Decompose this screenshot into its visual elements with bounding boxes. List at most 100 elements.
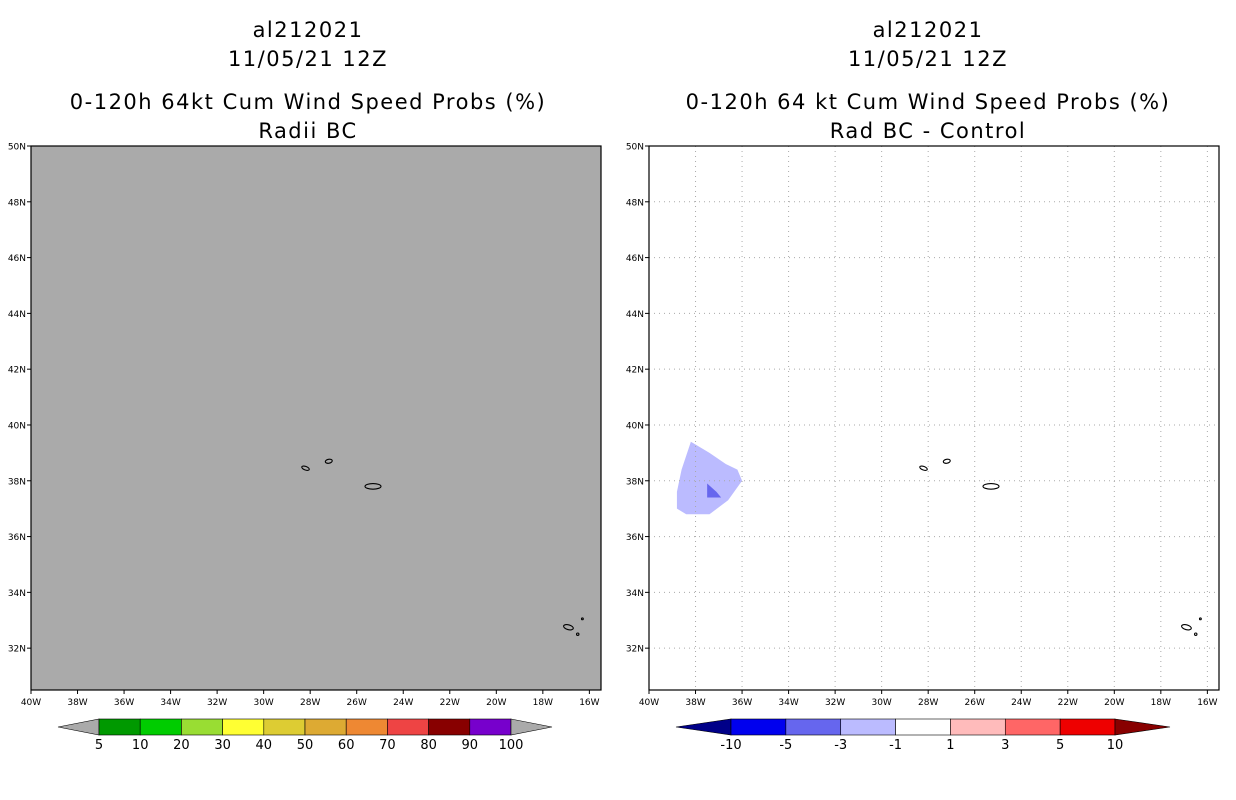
left-lon-label: 28W: [300, 698, 320, 708]
left-colorbar-label: 90: [462, 738, 479, 753]
left-colorbar-label: 100: [499, 738, 524, 753]
right-colorbar-label: 5: [1056, 738, 1064, 753]
right-prob-diff-outer: [676, 441, 743, 515]
right-colorbar-low-arrow: [675, 718, 732, 736]
right-island-coastline: [1181, 624, 1192, 631]
right-colorbar-label: 1: [946, 738, 954, 753]
left-lon-label: 20W: [486, 698, 506, 708]
right-datetime: 11/05/21 12Z: [847, 47, 1009, 71]
left-map-panel: 50N 48N 46N 44N 42N 40N 38N 36N 34N 32N 40W 38W 36W 3…: [8, 143, 602, 708]
left-colorbar-box: [469, 718, 512, 736]
right-colorbar-label: -1: [889, 738, 902, 753]
right-product: 0-120h 64 kt Cum Wind Speed Probs (%): [685, 90, 1171, 114]
right-lon-label: 36W: [732, 698, 752, 708]
left-lat-label: 50N: [8, 143, 26, 153]
right-lat-label: 40N: [626, 421, 644, 431]
right-lat-label: 32N: [626, 645, 644, 655]
right-colorbar-box: [840, 718, 896, 736]
right-lat-label: 50N: [626, 143, 644, 153]
left-title-block: al212021 11/05/21 12Z: [8, 16, 608, 74]
left-island-coastline: [563, 624, 574, 631]
right-colorbar-box: [785, 718, 842, 736]
right-lon-label: 16W: [1197, 698, 1217, 708]
right-lon-label: 26W: [965, 698, 985, 708]
left-lat-label: 32N: [8, 645, 26, 655]
right-lon-label: 34W: [778, 698, 798, 708]
left-lat-label: 42N: [8, 366, 26, 376]
right-colorbar-box: [730, 718, 787, 736]
left-colorbar-high-arrow: [510, 718, 553, 736]
left-island-coastline: [364, 482, 382, 490]
left-island-coastline: [301, 465, 310, 471]
left-storm-id: al212021: [252, 18, 364, 42]
right-colorbar-label: -5: [779, 738, 792, 753]
right-colorbar-label: -10: [720, 738, 741, 753]
left-colorbar-box: [263, 718, 306, 736]
right-island-coastline: [982, 482, 1000, 490]
left-lon-label: 34W: [160, 698, 180, 708]
right-lat-label: 42N: [626, 366, 644, 376]
right-lat-label: 46N: [626, 254, 644, 264]
right-colorbar-label: 3: [1001, 738, 1009, 753]
left-colorbar-box: [304, 718, 347, 736]
left-colorbar-box: [345, 718, 388, 736]
right-lon-label: 18W: [1151, 698, 1171, 708]
right-island-coastline: [1193, 632, 1198, 636]
right-lat-label: 48N: [626, 198, 644, 208]
right-colorbar-label: -3: [834, 738, 847, 753]
right-storm-id: al212021: [872, 18, 984, 42]
right-colorbar-label: 10: [1107, 738, 1124, 753]
left-subtitle-block: 0-120h 64kt Cum Wind Speed Probs (%) Rad…: [8, 88, 608, 146]
right-lat-label: 44N: [626, 310, 644, 320]
left-lon-label: 18W: [533, 698, 553, 708]
left-colorbar-low-arrow: [57, 718, 100, 736]
right-map-panel: 50N 48N 46N 44N 42N 40N 38N 36N 34N 32N 40W 38W 36W 3…: [626, 143, 1220, 708]
left-lat-label: 36N: [8, 533, 26, 543]
left-colorbar-box: [139, 718, 182, 736]
right-subtitle-block: 0-120h 64 kt Cum Wind Speed Probs (%) Ra…: [628, 88, 1228, 146]
left-lon-label: 38W: [67, 698, 87, 708]
right-island-coastline: [942, 458, 951, 464]
right-lat-label: 36N: [626, 533, 644, 543]
left-lat-label: 44N: [8, 310, 26, 320]
right-lon-label: 38W: [685, 698, 705, 708]
left-colorbar-box: [181, 718, 223, 736]
left-colorbar-box: [222, 718, 265, 736]
right-colorbar-high-arrow: [1114, 718, 1171, 736]
right-title-block: al212021 11/05/21 12Z: [628, 16, 1228, 74]
left-colorbar-label: 70: [379, 738, 396, 753]
left-product: 0-120h 64kt Cum Wind Speed Probs (%): [69, 90, 547, 114]
left-colorbar-label: 60: [338, 738, 355, 753]
left-colorbar-box: [428, 718, 471, 736]
left-island-coastline: [575, 632, 580, 636]
left-colorbar-label: 50: [297, 738, 314, 753]
right-lon-label: 20W: [1104, 698, 1124, 708]
left-colorbar-label: 80: [420, 738, 437, 753]
left-island-coastline: [580, 617, 584, 621]
right-colorbar-box: [895, 718, 951, 736]
right-lat-label: 38N: [626, 477, 644, 487]
left-lat-label: 40N: [8, 421, 26, 431]
left-lat-label: 34N: [8, 589, 26, 599]
left-colorbar-box: [98, 718, 141, 736]
left-colorbar-box: [387, 718, 429, 736]
left-lon-label: 32W: [207, 698, 227, 708]
right-colorbar: -10 -5 -3 -1 1 3 5 10: [675, 718, 1171, 753]
right-lat-label: 34N: [626, 589, 644, 599]
right-colorbar-box: [1059, 718, 1116, 736]
left-colorbar-label: 5: [95, 738, 103, 753]
left-lon-label: 36W: [114, 698, 134, 708]
right-colorbar-box: [1004, 718, 1061, 736]
left-lat-label: 46N: [8, 254, 26, 264]
right-colorbar-box: [950, 718, 1006, 736]
left-colorbar-label: 30: [214, 738, 231, 753]
right-lon-label: 30W: [871, 698, 891, 708]
right-lon-label: 24W: [1011, 698, 1031, 708]
right-map-frame: [648, 145, 1220, 691]
right-lon-label: 28W: [918, 698, 938, 708]
left-map-background: [31, 146, 601, 690]
left-island-coastline: [324, 458, 333, 464]
right-lon-label: 40W: [639, 698, 659, 708]
right-map-background: [649, 146, 1219, 690]
